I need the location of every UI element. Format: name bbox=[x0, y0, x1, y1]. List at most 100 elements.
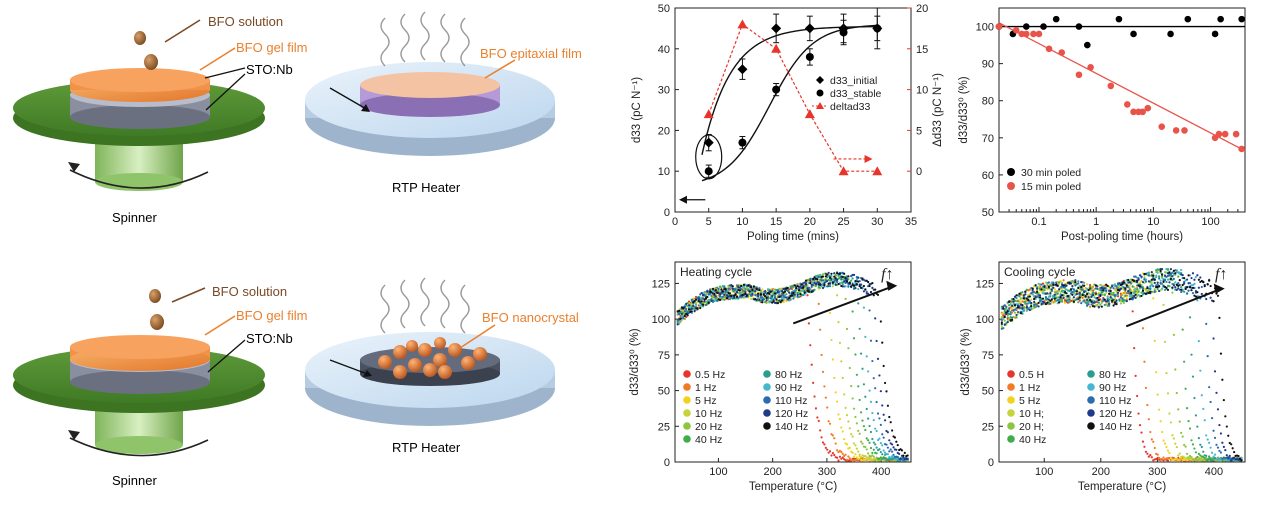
data-point bbox=[1099, 283, 1102, 287]
data-point bbox=[838, 455, 842, 458]
data-point bbox=[1177, 454, 1180, 457]
data-point bbox=[1061, 294, 1064, 297]
data-point bbox=[1149, 453, 1152, 457]
data-point bbox=[1228, 441, 1231, 445]
x-tick-label: 200 bbox=[763, 466, 781, 478]
data-point bbox=[1121, 292, 1124, 295]
data-point bbox=[1230, 459, 1233, 462]
data-point bbox=[1209, 457, 1212, 460]
heater-bottom: BFO nanocrystal RTP Heater bbox=[305, 277, 579, 455]
y-axis-label: d33 (pC N⁻¹) bbox=[631, 77, 643, 143]
data-point bbox=[1052, 286, 1055, 289]
data-point bbox=[1088, 298, 1092, 301]
data-point bbox=[1213, 453, 1217, 456]
data-point-deltad33 bbox=[703, 109, 714, 119]
data-point bbox=[755, 287, 758, 291]
data-point bbox=[1016, 304, 1020, 307]
data-point bbox=[1119, 302, 1123, 305]
data-point bbox=[1140, 279, 1143, 282]
data-point bbox=[864, 428, 867, 432]
heating-cycle-chart: 100 200 300 400 0 25 50 75 100 125 Temperature (°C… bbox=[629, 261, 912, 493]
data-point bbox=[773, 296, 777, 299]
data-point bbox=[1232, 130, 1240, 138]
data-point bbox=[838, 417, 842, 421]
data-point bbox=[1188, 427, 1192, 430]
data-point bbox=[682, 317, 685, 320]
data-point-d33_stable bbox=[805, 52, 814, 61]
data-point bbox=[879, 450, 882, 454]
data-point bbox=[1187, 274, 1190, 277]
data-point bbox=[821, 370, 825, 373]
data-point bbox=[1135, 279, 1139, 282]
data-point bbox=[871, 411, 874, 415]
data-point bbox=[845, 280, 849, 283]
data-point bbox=[883, 451, 887, 454]
data-point bbox=[1177, 275, 1180, 278]
data-point bbox=[1160, 430, 1164, 434]
data-point bbox=[734, 288, 737, 291]
data-point bbox=[836, 400, 839, 403]
data-point bbox=[702, 303, 705, 306]
data-point bbox=[882, 449, 885, 452]
data-point bbox=[776, 301, 779, 305]
data-point bbox=[1181, 435, 1184, 438]
data-point bbox=[1087, 303, 1090, 306]
data-point bbox=[906, 454, 909, 457]
data-point bbox=[1105, 283, 1108, 286]
data-point bbox=[796, 293, 799, 296]
data-point bbox=[1072, 300, 1075, 303]
data-point bbox=[859, 440, 863, 443]
data-point bbox=[1174, 368, 1177, 371]
data-point bbox=[847, 347, 850, 350]
data-point bbox=[1178, 452, 1181, 455]
data-point bbox=[1196, 455, 1199, 459]
data-point bbox=[1219, 432, 1223, 435]
data-point bbox=[1158, 408, 1161, 411]
data-point bbox=[1131, 310, 1134, 313]
right-axis-arrowhead bbox=[864, 154, 873, 163]
data-point bbox=[1038, 299, 1042, 303]
data-point bbox=[1005, 312, 1008, 316]
data-point bbox=[1040, 283, 1043, 286]
data-point bbox=[837, 451, 840, 454]
data-point bbox=[713, 292, 716, 296]
data-point bbox=[1160, 276, 1164, 279]
data-point bbox=[1090, 295, 1093, 298]
data-point bbox=[799, 285, 802, 288]
data-point bbox=[1078, 296, 1081, 299]
data-point bbox=[1093, 305, 1096, 308]
legend-marker bbox=[683, 370, 691, 378]
data-point bbox=[761, 301, 764, 304]
data-point bbox=[867, 452, 870, 455]
data-point bbox=[855, 447, 858, 450]
legend-label: 0.5 Hz bbox=[695, 369, 725, 381]
data-point bbox=[1084, 295, 1087, 298]
data-point bbox=[738, 286, 741, 289]
data-point-d33_stable bbox=[873, 24, 882, 33]
data-point bbox=[1190, 439, 1193, 442]
data-point bbox=[872, 441, 875, 444]
data-point bbox=[1106, 297, 1109, 300]
data-point bbox=[1169, 421, 1173, 424]
data-point bbox=[841, 452, 844, 455]
data-point bbox=[1035, 30, 1043, 38]
x-tick-label: 400 bbox=[1205, 466, 1223, 478]
data-point bbox=[806, 294, 809, 297]
y2-tick-label: 15 bbox=[916, 44, 928, 56]
data-point bbox=[803, 290, 806, 293]
data-point bbox=[1156, 283, 1159, 286]
data-point bbox=[1140, 275, 1143, 278]
y2-tick-label: 0 bbox=[916, 166, 922, 178]
plot-frame bbox=[674, 261, 912, 463]
data-point bbox=[1183, 282, 1186, 285]
data-point bbox=[1109, 286, 1112, 289]
data-point bbox=[1202, 458, 1205, 462]
y-tick-label: 75 bbox=[658, 350, 670, 362]
data-point bbox=[1194, 414, 1198, 417]
data-point bbox=[859, 286, 863, 290]
data-point bbox=[780, 290, 784, 293]
data-point bbox=[1203, 419, 1206, 422]
data-point bbox=[837, 282, 840, 286]
data-point bbox=[1063, 301, 1067, 304]
data-point bbox=[1178, 279, 1181, 282]
